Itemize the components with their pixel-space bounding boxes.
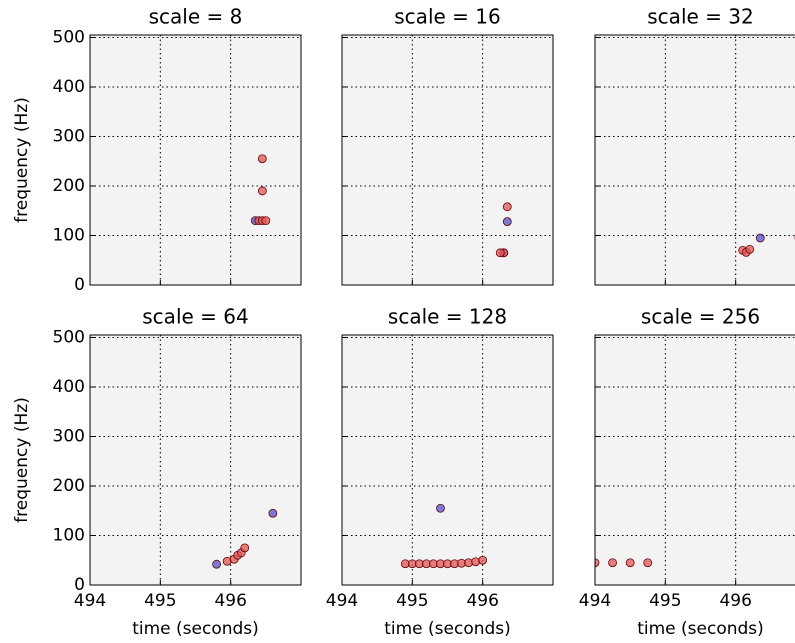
subplot-title: scale = 256: [641, 305, 760, 329]
subplot-title: scale = 8: [149, 5, 243, 29]
data-point: [755, 233, 765, 243]
data-point: [502, 202, 512, 212]
y-tick-label: 100: [53, 525, 85, 545]
y-tick-label: 100: [53, 225, 85, 245]
subplot: [89, 34, 302, 286]
data-point: [502, 217, 512, 227]
x-tick-label: 495: [144, 591, 176, 611]
subplot: [594, 334, 795, 586]
plot-content: [342, 335, 553, 585]
plot-content: [90, 35, 301, 285]
x-tick-label: 496: [214, 591, 246, 611]
x-tick-label: 495: [649, 591, 681, 611]
y-tick-label: 500: [53, 327, 85, 347]
data-point: [268, 508, 278, 518]
x-tick-label: 495: [396, 591, 428, 611]
plot-area: [90, 35, 301, 285]
data-point: [595, 558, 600, 568]
x-tick-label: 494: [579, 591, 611, 611]
plot-content: [90, 335, 301, 585]
x-tick-label: 494: [74, 591, 106, 611]
data-point: [240, 543, 250, 553]
y-tick-label: 400: [53, 77, 85, 97]
subplot-title: scale = 32: [647, 5, 753, 29]
y-tick-label: 200: [53, 476, 85, 496]
data-point: [212, 559, 222, 569]
subplot-title: scale = 16: [394, 5, 500, 29]
y-tick-label: 300: [53, 426, 85, 446]
y-axis-label: frequency (Hz): [12, 97, 32, 223]
plot-area: [342, 335, 553, 585]
plot-content: [595, 35, 795, 285]
subplot: [594, 34, 795, 286]
subplot: [341, 34, 554, 286]
data-point: [478, 555, 488, 565]
subplot: [341, 334, 554, 586]
data-point: [257, 186, 267, 196]
x-axis-label: time (seconds): [384, 619, 511, 639]
data-point: [608, 558, 617, 568]
y-tick-label: 200: [53, 176, 85, 196]
x-tick-label: 496: [719, 591, 751, 611]
axes-frame: [89, 34, 302, 286]
plot-content: [595, 335, 795, 585]
x-tick-label: 494: [326, 591, 358, 611]
y-tick-label: 0: [74, 575, 85, 595]
data-point: [436, 503, 445, 513]
axes-frame: [594, 334, 795, 586]
plot-area: [595, 35, 795, 285]
subplot-title: scale = 64: [142, 305, 248, 329]
subplot: [89, 334, 302, 586]
axes-frame: [341, 334, 554, 586]
y-tick-label: 500: [53, 27, 85, 47]
data-point: [495, 248, 505, 258]
y-tick-label: 0: [74, 275, 85, 295]
y-tick-label: 300: [53, 126, 85, 146]
axes-frame: [341, 34, 554, 286]
data-point: [745, 244, 755, 254]
x-tick-label: 496: [466, 591, 498, 611]
plot-content: [342, 35, 553, 285]
data-point: [257, 154, 267, 164]
data-point: [643, 558, 653, 568]
y-tick-label: 400: [53, 377, 85, 397]
x-axis-label: time (seconds): [132, 619, 259, 639]
plot-area: [342, 35, 553, 285]
data-point: [471, 557, 481, 567]
data-point: [261, 216, 271, 226]
x-axis-label: time (seconds): [637, 619, 764, 639]
plot-area: [90, 335, 301, 585]
axes-frame: [89, 334, 302, 586]
plot-area: [595, 335, 795, 585]
axes-frame: [594, 34, 795, 286]
y-axis-label: frequency (Hz): [12, 397, 32, 523]
data-point: [625, 558, 635, 568]
subplot-title: scale = 128: [388, 305, 507, 329]
